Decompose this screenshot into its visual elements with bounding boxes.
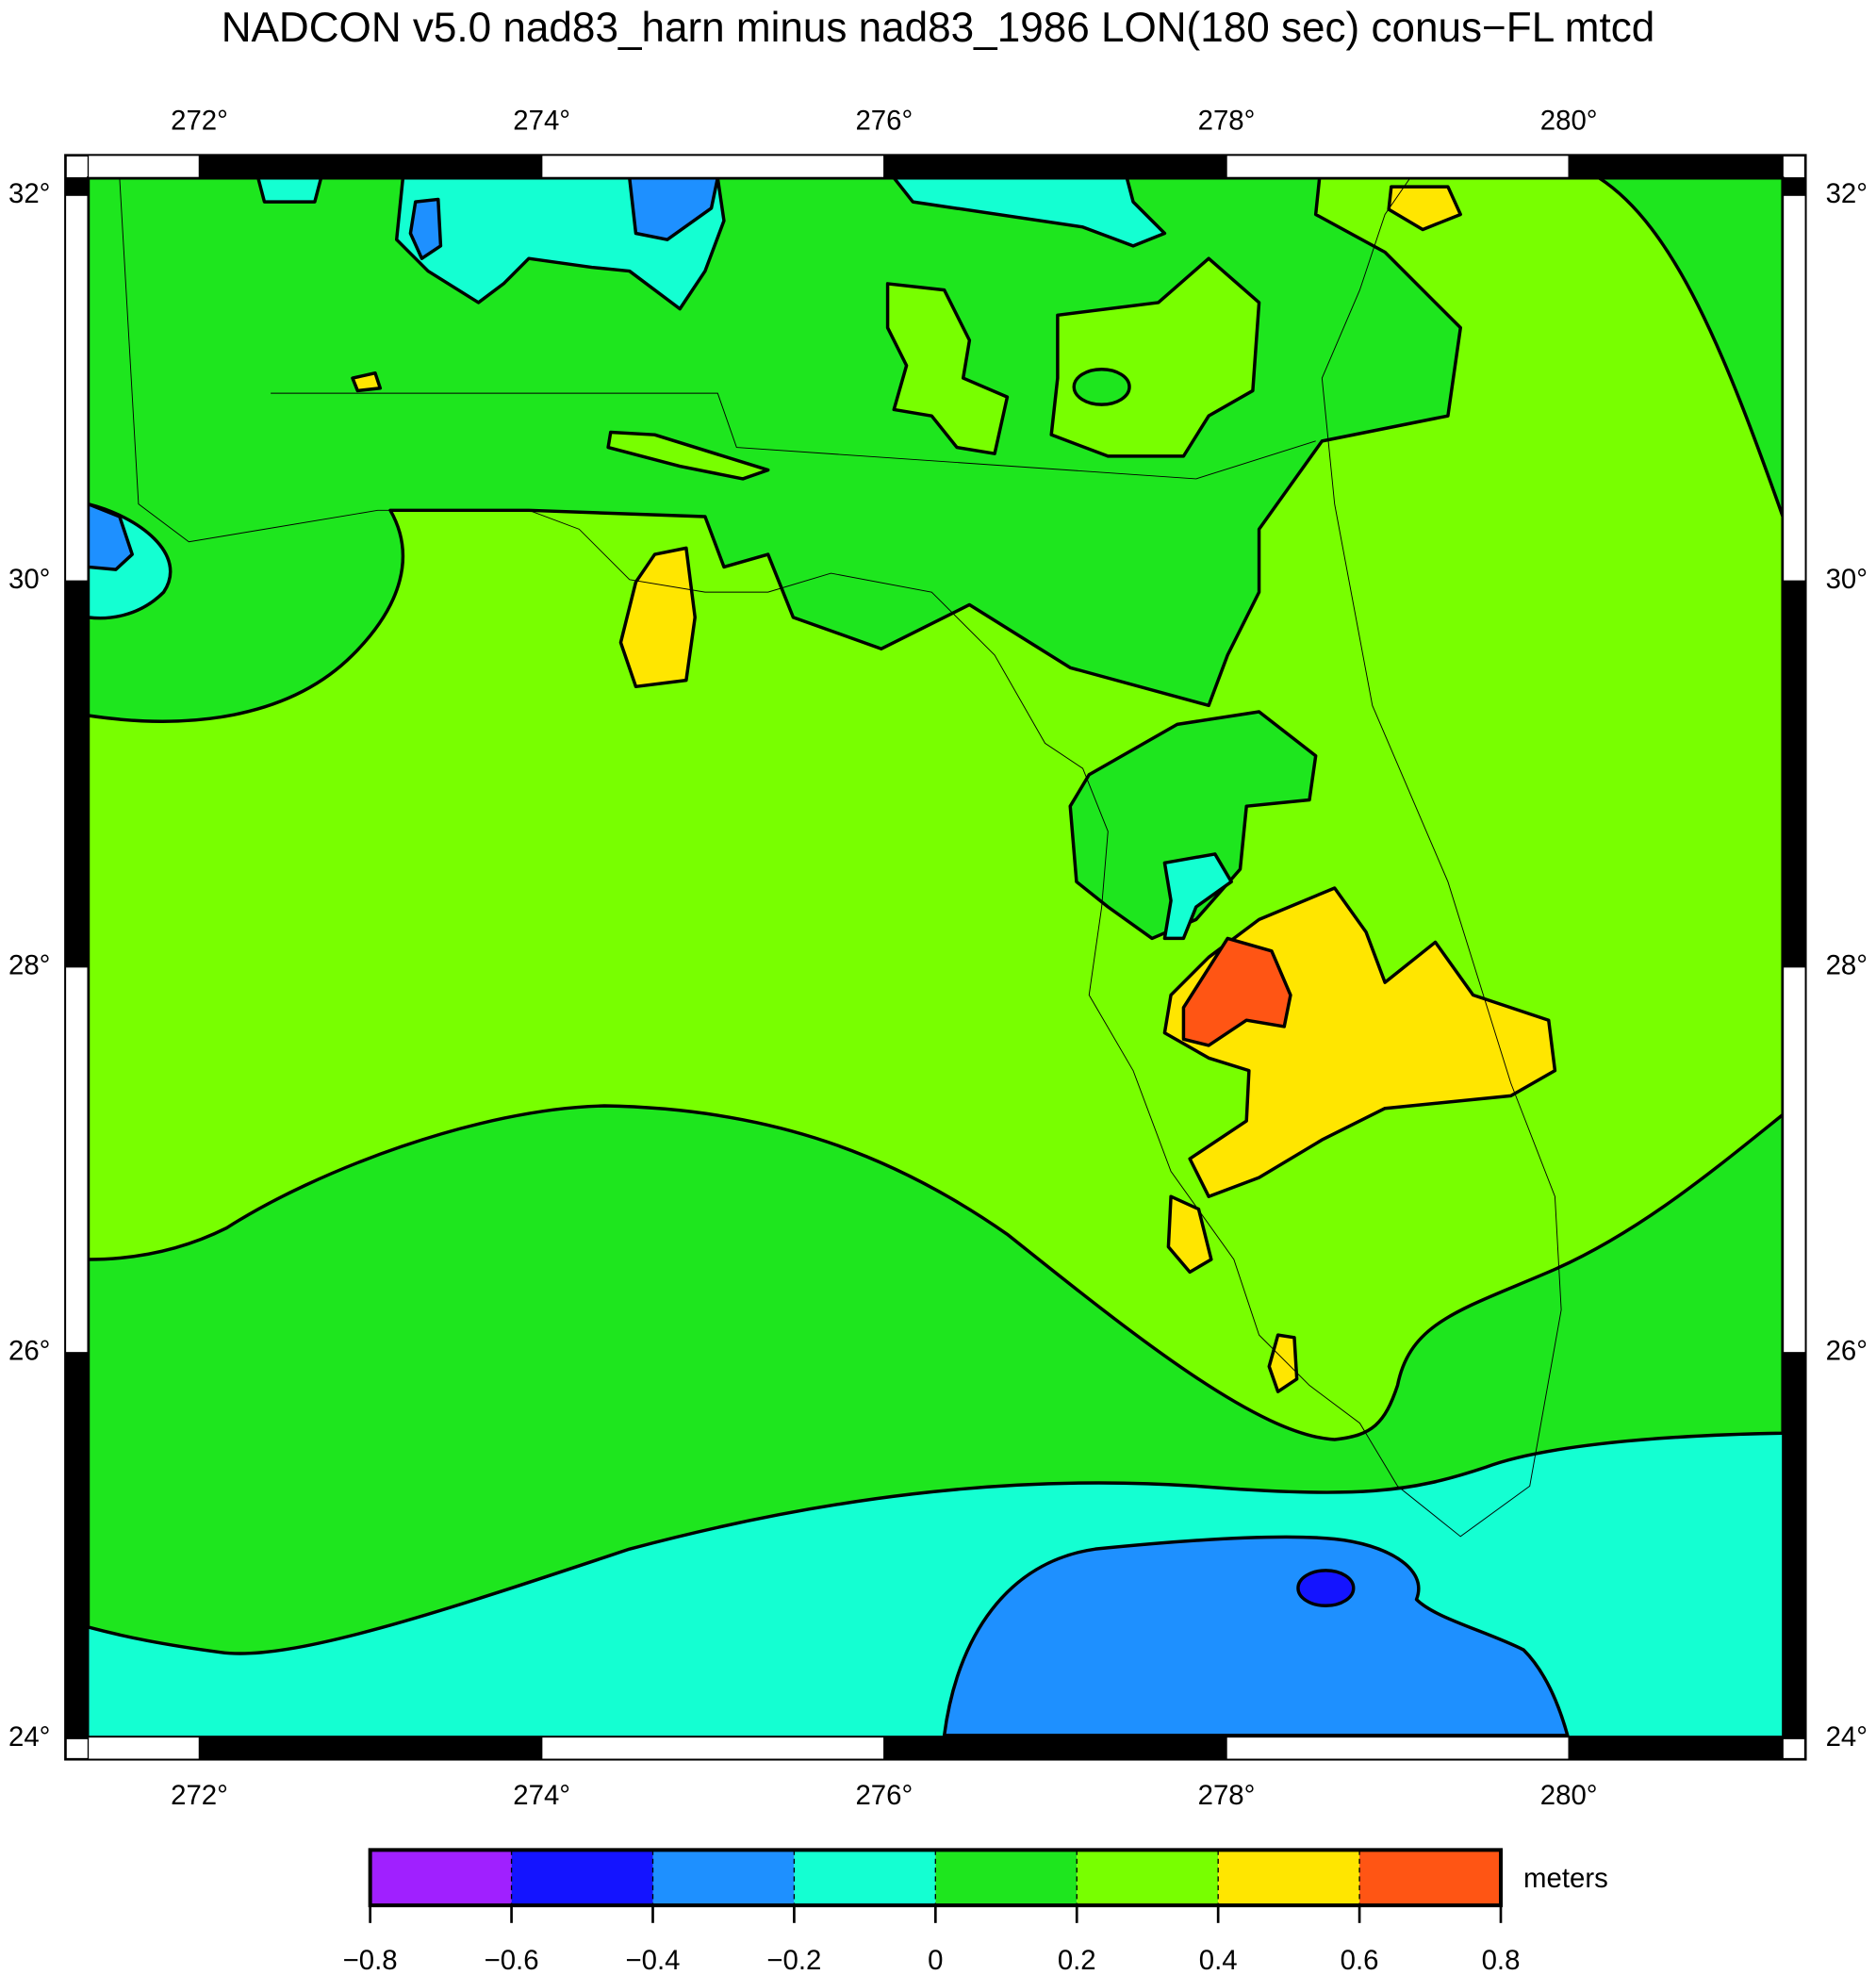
colorbar-bin [794, 1850, 936, 1906]
colorbar-unit: meters [1523, 1863, 1608, 1894]
frame-band [1782, 1352, 1806, 1739]
region [1267, 1333, 1299, 1393]
state-border [271, 392, 1316, 480]
region [942, 1535, 1570, 1737]
frame-band [1782, 966, 1806, 1354]
colorbar-bin [652, 1850, 795, 1906]
colorbar-border [368, 1848, 1504, 1908]
region [256, 175, 323, 204]
map-border [87, 176, 1785, 1738]
region [1181, 936, 1292, 1047]
lon-tick-label: 272° [171, 1780, 228, 1811]
region [1049, 256, 1261, 458]
lat-tick-label: 32° [8, 178, 50, 209]
frame-band [198, 155, 543, 179]
coastline [119, 177, 1562, 1538]
lat-tick-label: 30° [1826, 564, 1868, 595]
colorbar-tick-label: 0.6 [1341, 1945, 1379, 1975]
frame-band [1782, 580, 1806, 968]
frame-band [1568, 155, 1784, 179]
lat-tick-label: 26° [1826, 1336, 1868, 1367]
colorbar-tick-label: 0.2 [1058, 1945, 1096, 1975]
colorbar-tick-label: 0 [928, 1945, 943, 1975]
colorbar-tick-label: −0.2 [766, 1945, 821, 1975]
lat-tick-label: 28° [8, 949, 50, 980]
frame-band [1782, 177, 1806, 196]
frame-band [64, 966, 90, 1354]
frame-band [64, 1352, 90, 1739]
lon-tick-label: 280° [1540, 106, 1598, 137]
colorbar-tick-label: −0.4 [625, 1945, 680, 1975]
frame-band [198, 1736, 543, 1760]
region [618, 546, 697, 689]
region [1166, 1194, 1213, 1275]
frame-band [1226, 155, 1570, 179]
colorbar-bin [1218, 1850, 1360, 1906]
frame-band [87, 1736, 201, 1760]
lat-tick-label: 32° [1826, 178, 1868, 209]
lat-tick-label: 24° [1826, 1721, 1868, 1753]
frame-band [541, 155, 885, 179]
region [351, 371, 383, 393]
lon-tick-label: 274° [513, 1780, 570, 1811]
region [1162, 852, 1233, 941]
lat-tick-label: 24° [8, 1721, 50, 1753]
region [1387, 185, 1462, 232]
region [606, 430, 770, 481]
lat-tick-label: 26° [8, 1336, 50, 1367]
frame-band [87, 155, 201, 179]
frame-band [1782, 194, 1806, 583]
frame-band [883, 155, 1227, 179]
lon-tick-label: 278° [1198, 106, 1256, 137]
lon-tick-label: 272° [171, 106, 228, 137]
frame-band [64, 580, 90, 968]
frame-bands [64, 155, 1806, 1760]
colorbar-tick-label: 0.4 [1199, 1945, 1238, 1975]
colorbar-bin [511, 1850, 653, 1906]
frame-band [1226, 1736, 1570, 1760]
lat-tick-label: 28° [1826, 949, 1868, 980]
region [885, 282, 1010, 455]
lat-tick-label: 30° [8, 564, 50, 595]
colorbar: −0.8 −0.6 −0.4 −0.2 0 0.2 0.4 0.6 0.8 [343, 1848, 1521, 1975]
frame-band [64, 177, 90, 196]
lon-tick-label: 274° [513, 106, 570, 137]
colorbar-tick-label: 0.8 [1482, 1945, 1521, 1975]
frame-band [1568, 1736, 1784, 1760]
lon-tick-label: 276° [855, 106, 913, 137]
colorbar-bin [370, 1850, 512, 1906]
lon-tick-label: 276° [855, 1780, 913, 1811]
colorbar-tick-label: −0.8 [343, 1945, 398, 1975]
colorbar-bin [1359, 1850, 1501, 1906]
frame-band [64, 194, 90, 583]
region [1068, 710, 1318, 941]
region [408, 197, 443, 260]
map-title: NADCON v5.0 nad83_harn minus nad83_1986 … [222, 5, 1655, 51]
lon-tick-label: 280° [1540, 1780, 1598, 1811]
region [1072, 367, 1131, 406]
lon-tick-label: 278° [1198, 1780, 1256, 1811]
region [892, 175, 1167, 248]
colorbar-bin [935, 1850, 1078, 1906]
frame-band [541, 1736, 885, 1760]
colorbar-bin [1077, 1850, 1219, 1906]
colorbar-tick-label: −0.6 [485, 1945, 539, 1975]
region [1296, 1569, 1356, 1608]
contour-regions [86, 175, 1785, 1737]
frame-band [883, 1736, 1227, 1760]
